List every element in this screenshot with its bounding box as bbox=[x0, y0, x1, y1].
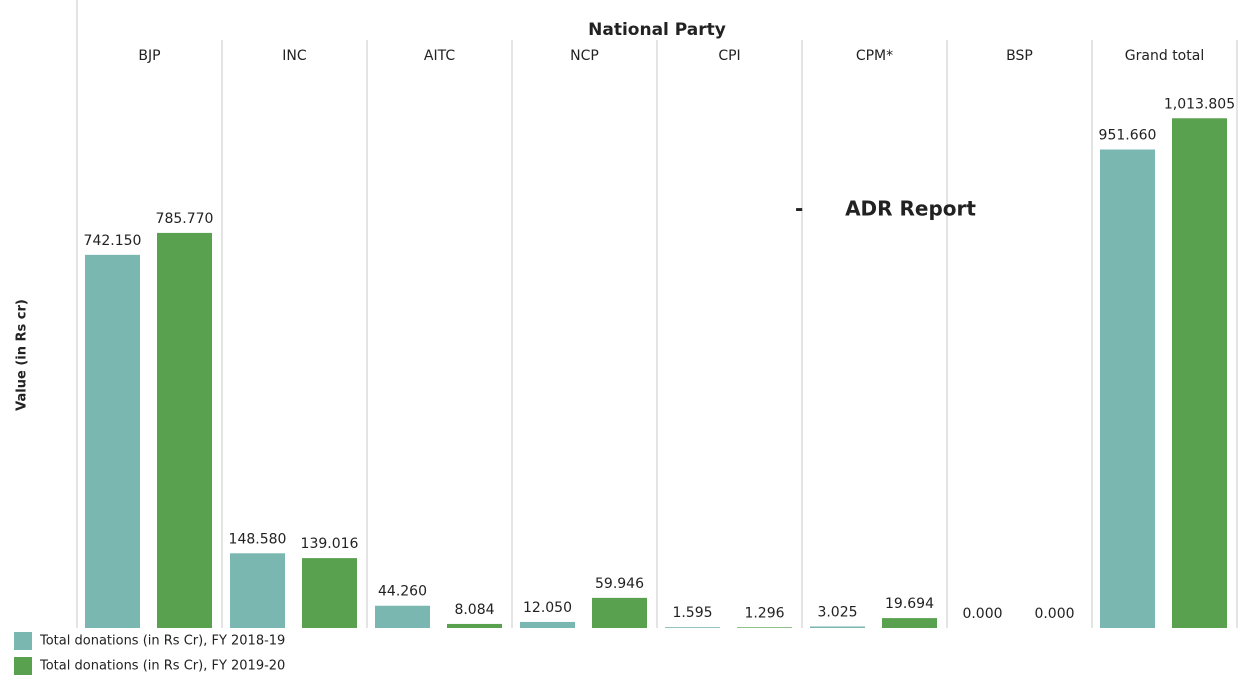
category-label: NCP bbox=[570, 48, 599, 64]
category-label: BJP bbox=[138, 48, 160, 64]
legend-swatch bbox=[14, 632, 32, 650]
annotation: - ADR Report bbox=[795, 197, 976, 221]
plot: BJP 742.150 785.770 INC 148.580 139.016 AITC 44… bbox=[84, 40, 1238, 628]
chart-title: National Party bbox=[588, 20, 726, 40]
category-label: AITC bbox=[424, 48, 455, 64]
bar bbox=[302, 558, 357, 628]
bar bbox=[447, 623, 502, 628]
category-label: INC bbox=[282, 48, 307, 64]
data-label: 742.150 bbox=[84, 233, 142, 249]
bar bbox=[375, 605, 430, 628]
data-label: 0.000 bbox=[1034, 606, 1074, 622]
bar bbox=[1172, 118, 1227, 628]
bar bbox=[665, 627, 720, 628]
data-label: 59.946 bbox=[595, 576, 644, 592]
data-label: 19.694 bbox=[885, 596, 934, 612]
category-label: Grand total bbox=[1125, 48, 1204, 64]
category-label: BSP bbox=[1006, 48, 1033, 64]
data-label: 1.595 bbox=[672, 605, 712, 621]
legend-label: Total donations (in Rs Cr), FY 2019-20 bbox=[39, 659, 285, 674]
bar bbox=[592, 597, 647, 628]
data-label: 44.260 bbox=[378, 584, 427, 600]
data-label: 951.660 bbox=[1099, 128, 1157, 144]
data-label: 148.580 bbox=[229, 531, 287, 547]
category-label: CPI bbox=[718, 48, 740, 64]
legend-label: Total donations (in Rs Cr), FY 2018-19 bbox=[39, 634, 285, 649]
category-label: CPM* bbox=[856, 48, 893, 64]
data-label: 0.000 bbox=[962, 606, 1002, 622]
data-label: 785.770 bbox=[156, 211, 214, 227]
legend-swatch bbox=[14, 657, 32, 675]
bar bbox=[882, 618, 937, 628]
bar bbox=[520, 621, 575, 628]
data-label: 1,013.805 bbox=[1164, 96, 1235, 112]
data-label: 1.296 bbox=[744, 605, 784, 621]
data-label: 3.025 bbox=[817, 604, 857, 620]
bar bbox=[810, 626, 865, 628]
y-axis-label: Value (in Rs cr) bbox=[15, 299, 30, 411]
bar bbox=[157, 232, 212, 628]
bar bbox=[230, 553, 285, 628]
data-label: 12.050 bbox=[523, 600, 572, 616]
bar bbox=[85, 254, 140, 628]
data-label: 8.084 bbox=[454, 602, 494, 618]
data-label: 139.016 bbox=[301, 536, 359, 552]
annotation-box bbox=[803, 180, 946, 300]
bar bbox=[1100, 149, 1155, 628]
bar bbox=[737, 627, 792, 628]
